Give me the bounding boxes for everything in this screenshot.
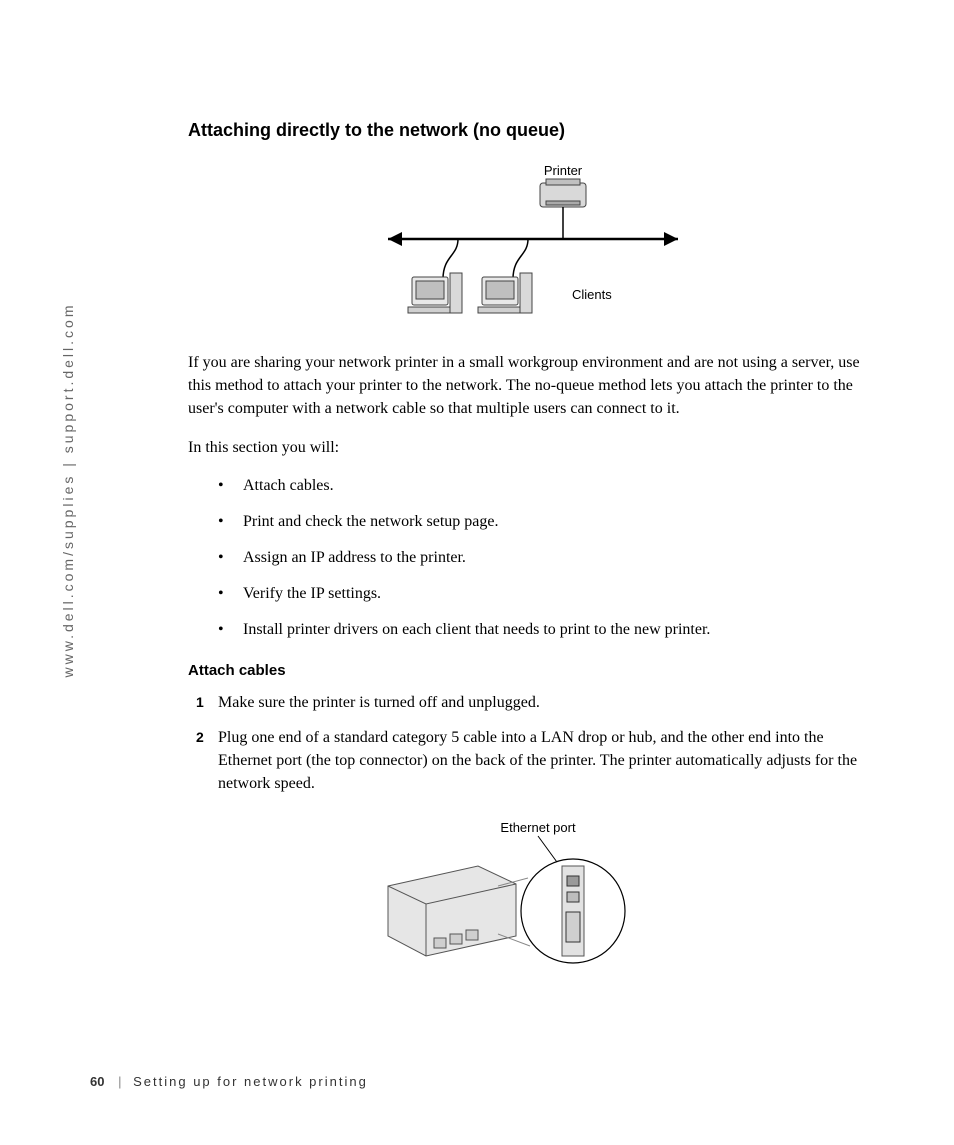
printer-side-icon <box>388 866 516 956</box>
section-lead-in: In this section you will: <box>188 436 868 459</box>
list-item: Install printer drivers on each client t… <box>188 618 868 642</box>
page-number: 60 <box>90 1074 104 1089</box>
subsection-heading: Attach cables <box>188 662 868 679</box>
footer-section-title: Setting up for network printing <box>133 1074 368 1089</box>
page-content: Attaching directly to the network (no qu… <box>188 120 868 996</box>
diagram-printer-label: Printer <box>544 163 583 178</box>
list-item: Print and check the network setup page. <box>188 510 868 534</box>
network-diagram: Printer <box>188 161 868 331</box>
arrow-right-icon <box>664 232 678 246</box>
printer-icon <box>540 179 586 207</box>
task-bullet-list: Attach cables. Print and check the netwo… <box>188 474 868 642</box>
ethernet-port-label: Ethernet port <box>500 820 576 835</box>
intro-paragraph: If you are sharing your network printer … <box>188 351 868 421</box>
arrow-left-icon <box>388 232 402 246</box>
list-item: Plug one end of a standard category 5 ca… <box>188 726 868 796</box>
ethernet-port-diagram: Ethernet port <box>188 816 868 976</box>
sidebar-url-text: www.dell.com/supplies | support.dell.com <box>60 290 76 690</box>
port-zoom-icon <box>521 859 625 963</box>
footer-separator: | <box>118 1074 121 1089</box>
page-footer: 60 | Setting up for network printing <box>90 1074 368 1089</box>
ethernet-diagram-svg: Ethernet port <box>348 816 708 976</box>
list-item: Verify the IP settings. <box>188 582 868 606</box>
list-item: Attach cables. <box>188 474 868 498</box>
network-diagram-svg: Printer <box>348 161 708 331</box>
client-computer-icon <box>478 273 532 313</box>
steps-list: Make sure the printer is turned off and … <box>188 691 868 796</box>
client-computer-icon <box>408 273 462 313</box>
section-heading: Attaching directly to the network (no qu… <box>188 120 868 141</box>
diagram-clients-label: Clients <box>572 287 612 302</box>
list-item: Assign an IP address to the printer. <box>188 546 868 570</box>
list-item: Make sure the printer is turned off and … <box>188 691 868 714</box>
